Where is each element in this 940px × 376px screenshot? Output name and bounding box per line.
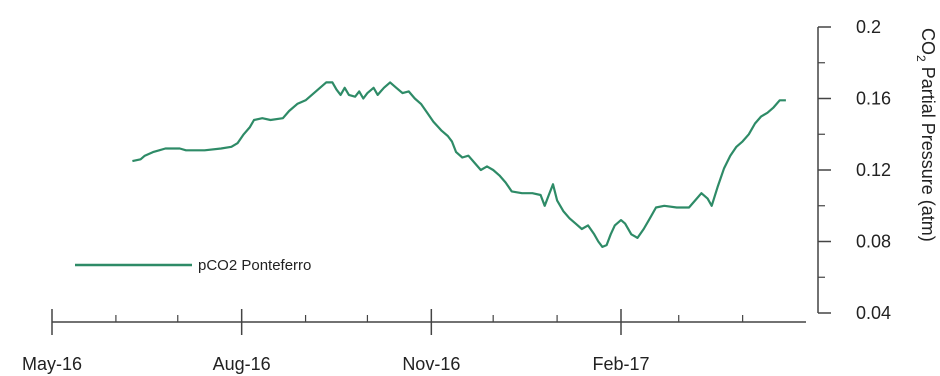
legend-label: pCO2 Ponteferro [198,257,311,274]
x-tick-label: Nov-16 [402,354,460,374]
y-tick-label: 0.16 [856,89,891,109]
y-tick-label: 0.04 [856,303,891,323]
legend: pCO2 Ponteferro [75,257,311,274]
y-tick-label: 0.12 [856,160,891,180]
y-axis-title: CO2 Partial Pressure (atm) [914,28,938,242]
y-axis: 0.04 0.08 0.12 0.16 0.2 [817,17,891,323]
x-axis: May-16 Aug-16 Nov-16 Feb-17 [22,309,806,374]
x-tick-label: Feb-17 [592,354,649,374]
x-tick-label: Aug-16 [213,354,271,374]
series-layer [132,81,786,248]
y-tick-label: 0.2 [856,17,881,37]
series-line-0 [132,81,786,248]
x-tick-label: May-16 [22,354,82,374]
y-tick-label: 0.08 [856,232,891,252]
